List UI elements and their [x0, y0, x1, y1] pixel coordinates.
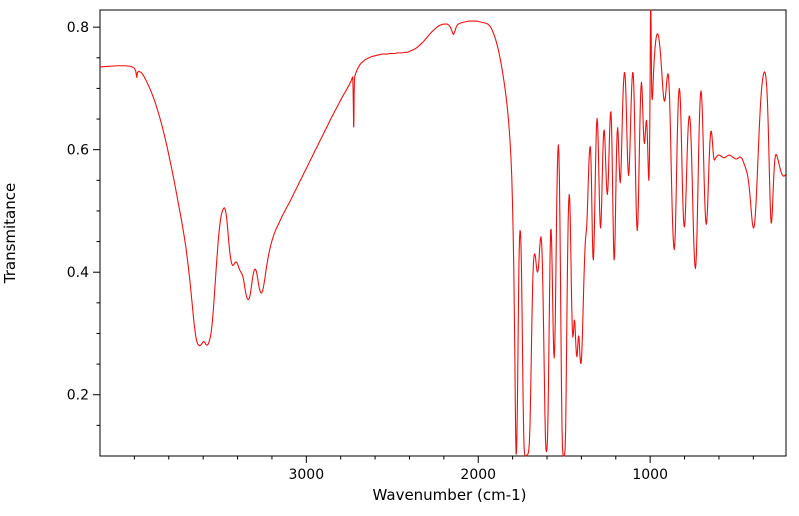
x-tick-label: 1000: [632, 467, 668, 483]
plot-frame: [99, 9, 787, 457]
y-tick-label: 0.8: [67, 20, 89, 36]
y-tick-label: 0.2: [67, 388, 89, 404]
x-tick-label: 3000: [288, 467, 324, 483]
x-tick-label: 2000: [460, 467, 496, 483]
x-axis-label: Wavenumber (cm-1): [372, 486, 527, 504]
y-tick-label: 0.4: [67, 265, 89, 281]
y-axis-label: Transmitance: [1, 182, 19, 284]
y-tick-label: 0.6: [67, 143, 89, 159]
spectrum-line: [99, 9, 787, 457]
